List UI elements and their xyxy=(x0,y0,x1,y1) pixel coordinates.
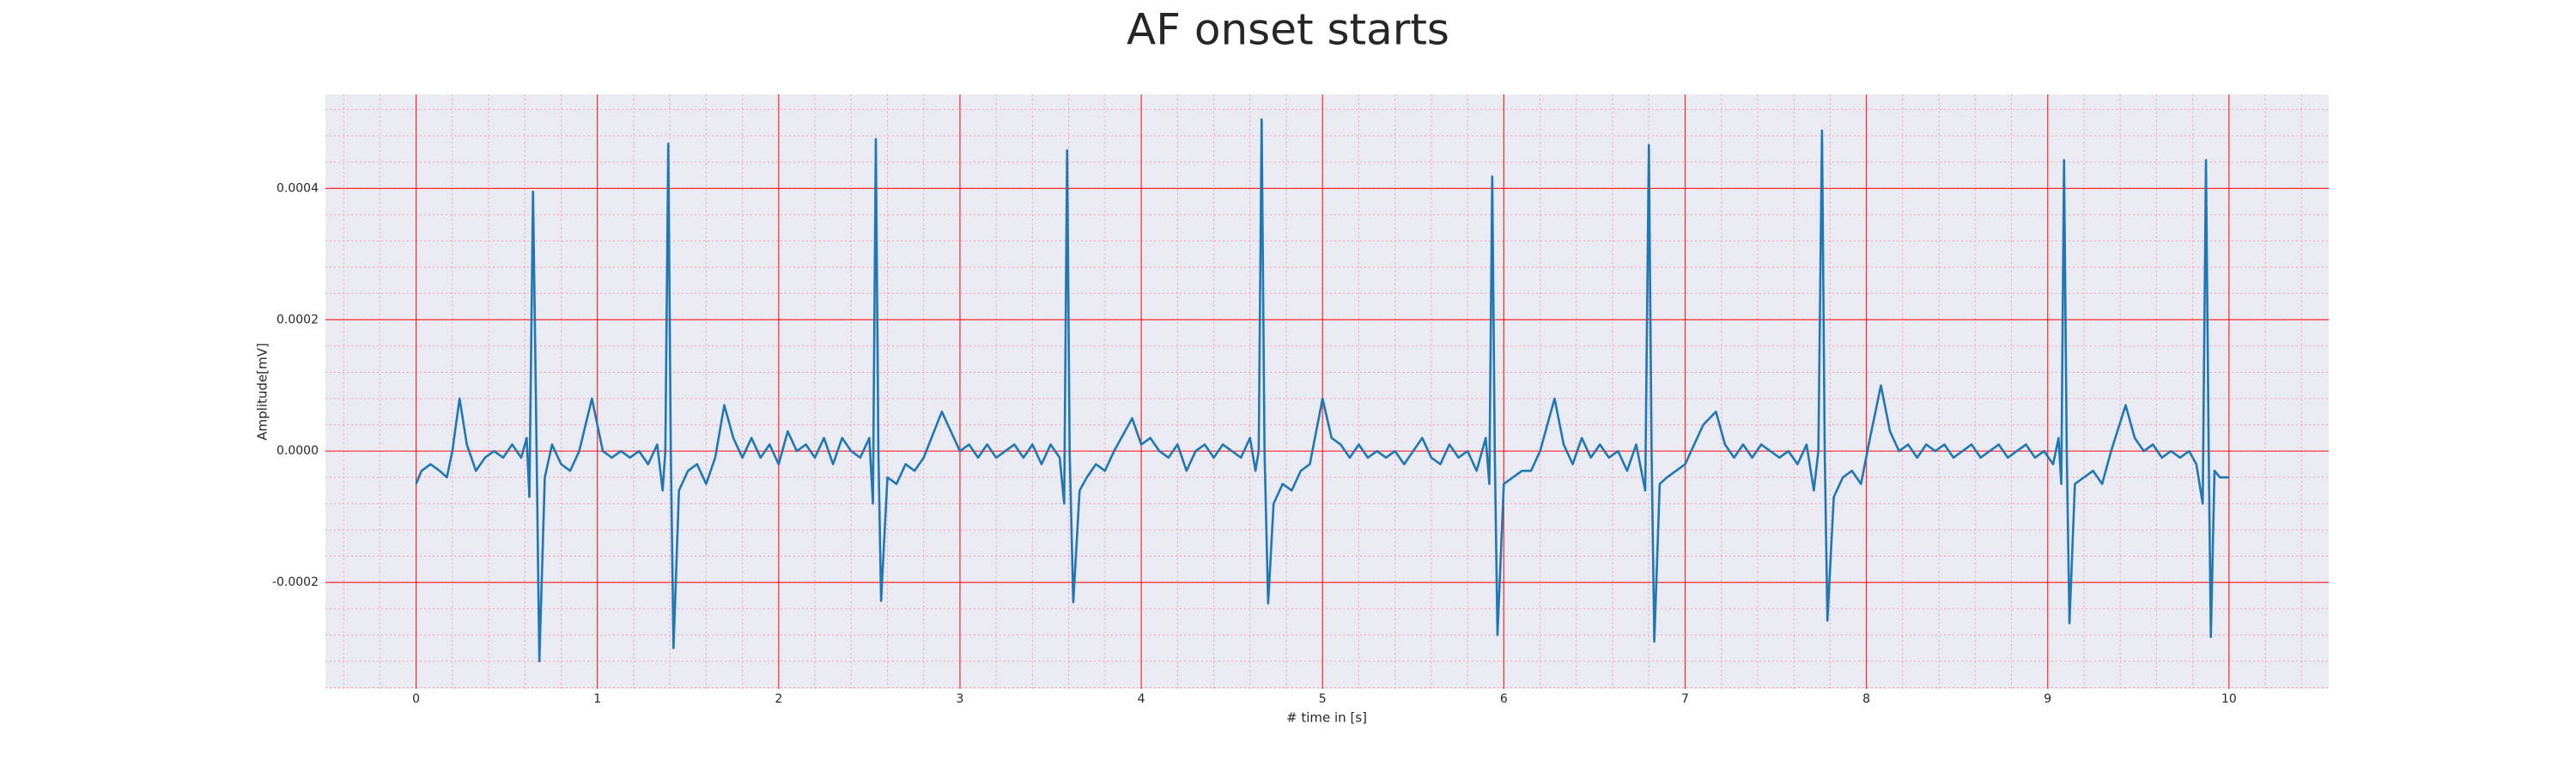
x-tick-label: 0 xyxy=(412,692,420,706)
x-axis-label: # time in [s] xyxy=(1286,710,1367,726)
x-tick-label: 3 xyxy=(956,692,963,706)
ecg-line xyxy=(415,118,2229,663)
y-tick-label: 0.0002 xyxy=(276,313,319,326)
x-tick-label: 6 xyxy=(1500,692,1508,706)
chart-title: AF onset starts xyxy=(1127,5,1449,55)
x-tick-label: 10 xyxy=(2221,692,2237,706)
x-tick-label: 7 xyxy=(1681,692,1689,706)
x-tick-label: 2 xyxy=(775,692,782,706)
major-grid xyxy=(325,94,2329,689)
y-axis-label: Amplitude[mV] xyxy=(255,343,270,440)
x-tick-label: 8 xyxy=(1862,692,1870,706)
tick-labels: 0 1 2 3 4 5 6 7 8 9 10 -0.0002 0.0000 0.0002 0.0004 xyxy=(272,181,2237,706)
y-tick-label: 0.0000 xyxy=(276,444,319,458)
x-tick-label: 1 xyxy=(593,692,601,706)
x-tick-label: 4 xyxy=(1138,692,1145,706)
plot-background xyxy=(325,94,2329,689)
y-tick-label: 0.0004 xyxy=(276,181,319,195)
x-tick-label: 9 xyxy=(2044,692,2051,706)
data-layer xyxy=(415,118,2229,663)
x-tick-label: 5 xyxy=(1319,692,1327,706)
y-tick-label: -0.0002 xyxy=(272,575,319,589)
